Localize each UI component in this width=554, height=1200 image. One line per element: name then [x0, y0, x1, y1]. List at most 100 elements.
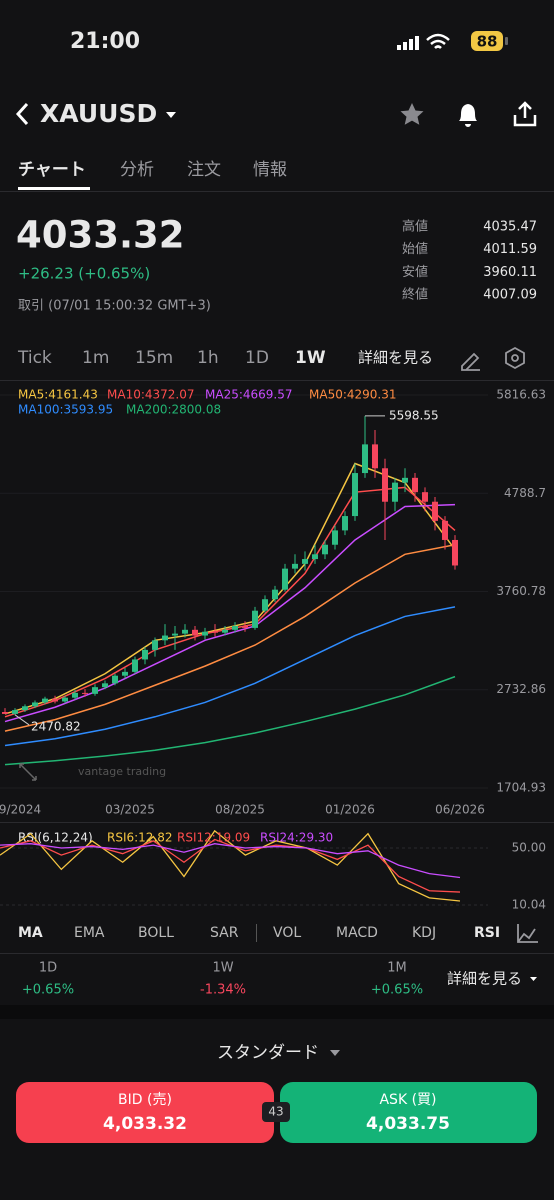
tab[interactable]: 分析	[120, 160, 154, 180]
detail-link[interactable]: 詳細を見る	[447, 970, 522, 988]
rsi-legend: RSI6:12.82	[107, 831, 173, 845]
ask-button[interactable]	[280, 1082, 537, 1143]
detail-link[interactable]: 詳細を見る	[358, 349, 433, 367]
ma-legend: MA10:4372.07	[107, 388, 195, 402]
timeframe[interactable]: 1m	[82, 348, 109, 368]
indicator-tab[interactable]: BOLL	[138, 925, 174, 941]
candle-body	[212, 631, 218, 633]
timeframe[interactable]: 1D	[245, 348, 269, 368]
settings-icon[interactable]	[505, 346, 525, 370]
y-tick-label: 5816.63	[496, 388, 546, 402]
ma-legend: MA200:2800.08	[126, 403, 221, 417]
symbol-dropdown[interactable]	[166, 112, 176, 118]
x-tick-label: 9/2024	[0, 803, 41, 817]
candle-body	[342, 516, 348, 531]
timeframe[interactable]: Tick	[17, 348, 52, 368]
candle-body	[222, 629, 228, 633]
y-tick-label: 10.04	[512, 897, 546, 911]
back-button[interactable]	[15, 102, 29, 126]
candle-body	[112, 675, 118, 684]
candle-body	[82, 692, 88, 694]
tab-indicator	[18, 187, 90, 190]
candle-body	[352, 473, 358, 517]
account-type[interactable]: スタンダード	[217, 1043, 319, 1063]
timestamp: 取引 (07/01 15:00:32 GMT+3)	[18, 299, 211, 314]
rsi-line	[0, 843, 461, 879]
y-tick-label: 1704.93	[496, 781, 546, 795]
candle-body	[282, 568, 288, 590]
timeframe[interactable]: 1h	[197, 348, 219, 368]
candle-body	[432, 501, 438, 521]
share-icon[interactable]	[513, 101, 537, 127]
y-tick-label: 3760.78	[496, 584, 546, 598]
x-tick-label: 03/2025	[105, 803, 155, 817]
candle-body	[2, 712, 8, 714]
candle-body	[172, 633, 178, 636]
candle-body	[322, 544, 328, 555]
indicator-tab[interactable]: SAR	[210, 925, 239, 941]
stat-value: 3960.11	[483, 265, 537, 280]
candle-body	[242, 625, 248, 628]
account-dropdown[interactable]	[330, 1050, 340, 1056]
candle-body	[392, 482, 398, 502]
draw-icon[interactable]	[461, 352, 480, 371]
candle-body	[442, 520, 448, 540]
min-pointer	[14, 714, 30, 726]
settings-icon-center	[511, 354, 519, 362]
candle-body	[32, 702, 38, 707]
ma-line	[4, 462, 456, 715]
candle-body	[132, 659, 138, 672]
tab[interactable]: 注文	[187, 160, 221, 180]
indicator-settings[interactable]	[517, 924, 538, 943]
timeframe[interactable]: 15m	[135, 348, 173, 368]
indicator-tab[interactable]: MA	[18, 925, 43, 941]
watermark: vantage trading	[78, 765, 166, 778]
stat-label: 始値	[402, 241, 428, 257]
indicator-tab[interactable]: MACD	[336, 925, 378, 941]
ma-legend: MA25:4669.57	[205, 388, 293, 402]
divider	[0, 380, 554, 381]
candle-body	[302, 559, 308, 564]
bid-label: BID (売)	[118, 1092, 172, 1108]
y-tick-label: 50.00	[512, 840, 546, 854]
perf-change: -1.34%	[200, 983, 246, 998]
battery-level: 88	[477, 33, 498, 51]
candle-body	[102, 683, 108, 688]
bid-button[interactable]	[16, 1082, 274, 1143]
candle-body	[332, 530, 338, 545]
price-change: +26.23 (+0.65%)	[18, 265, 150, 283]
timeframe[interactable]: 1W	[295, 348, 326, 368]
indicator-tab[interactable]: KDJ	[412, 925, 436, 941]
candle-body	[422, 492, 428, 502]
symbol[interactable]: XAUUSD	[40, 99, 157, 128]
rsi-line	[0, 838, 461, 893]
signal-icon	[397, 36, 419, 50]
max-label: 5598.55	[389, 408, 439, 422]
alert-icon[interactable]	[459, 104, 477, 127]
candle-body	[412, 477, 418, 493]
candle-body	[72, 692, 78, 698]
x-tick-label: 06/2026	[435, 803, 485, 817]
perf-change: +0.65%	[22, 983, 74, 998]
ask-label: ASK (買)	[379, 1092, 436, 1108]
candle-body	[292, 563, 298, 569]
indicator-tab[interactable]: VOL	[273, 925, 301, 941]
candle-body	[152, 640, 158, 650]
candle-body	[192, 629, 198, 636]
spread: 43	[268, 1105, 283, 1119]
indicator-tab[interactable]: EMA	[74, 925, 105, 941]
favorite-icon[interactable]	[400, 103, 424, 125]
candle-body	[272, 589, 278, 600]
tab[interactable]: チャート	[18, 160, 86, 180]
expand-icon[interactable]	[19, 763, 37, 781]
ma-line	[4, 606, 456, 747]
y-tick-label: 2732.86	[496, 682, 546, 696]
bid-price: 4,033.32	[103, 1114, 187, 1134]
section-gap	[0, 1005, 554, 1019]
x-tick-label: 01/2026	[325, 803, 375, 817]
candle-body	[42, 698, 48, 703]
ma-line	[4, 544, 456, 732]
tab[interactable]: 情報	[253, 160, 287, 180]
indicator-tab[interactable]: RSI	[474, 925, 500, 941]
candle-body	[372, 444, 378, 469]
